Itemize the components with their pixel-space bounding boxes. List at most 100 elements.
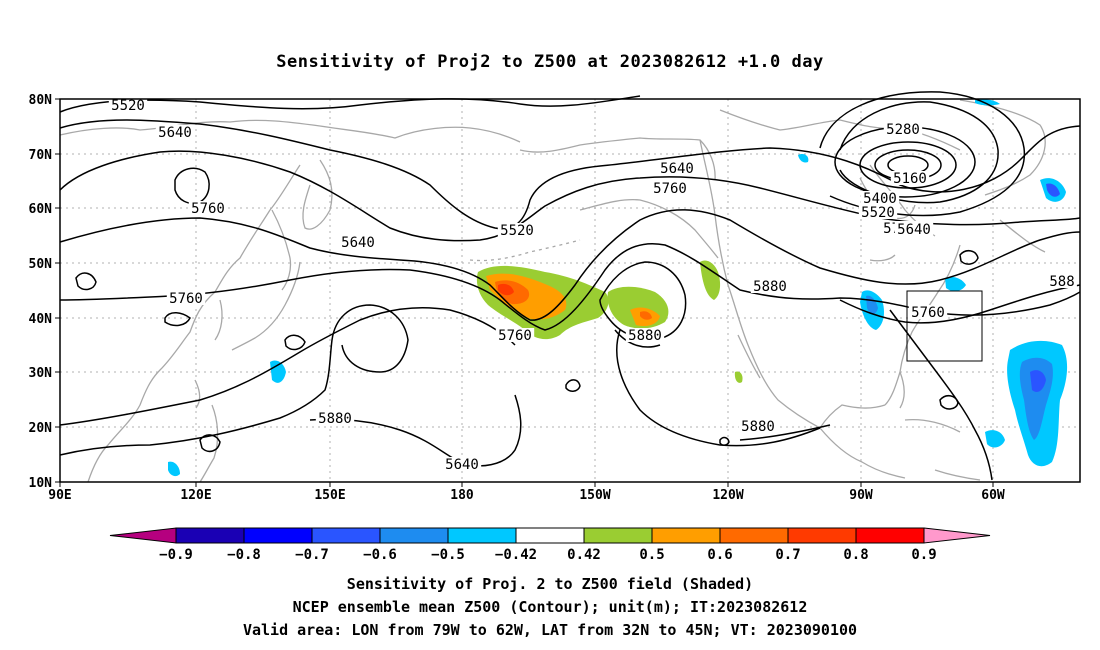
sensitivity-patch: [734, 371, 743, 383]
colorbar-extend-max: [923, 527, 991, 544]
lon-label: 180: [450, 488, 474, 503]
contour-label: 5520: [858, 205, 898, 221]
contour-label-bg: [188, 201, 228, 215]
colorbar-swatch: [311, 527, 381, 544]
axis-labels: 90E 120E 150E 180 150W 120W 90W 60W 80N 70N 60N 50N…: [29, 93, 1005, 503]
contour-label: 5160: [890, 171, 930, 187]
contour-label: 5880: [315, 411, 355, 427]
lon-label: 90W: [849, 488, 873, 503]
lon-label: 90E: [48, 488, 71, 503]
sensitivity-patch: [985, 430, 1005, 448]
colorbar-label: 0.9: [911, 547, 936, 563]
contour-label-text: 5400: [863, 191, 897, 207]
contour-label: 5520: [108, 98, 148, 114]
colorbar-swatch: [243, 527, 313, 544]
colorbar-swatch: [651, 527, 721, 544]
sensitivity-patch: [798, 153, 809, 163]
sensitivity-patch: [640, 311, 652, 320]
contour-label-bg: [890, 171, 930, 185]
contour-label-bg: [155, 125, 195, 139]
lat-label: 50N: [29, 257, 53, 272]
colorbar-label: 0.7: [775, 547, 800, 563]
contour-label: 5640: [155, 125, 195, 141]
contour-label-text: 5640: [897, 222, 931, 238]
contour-label-bg: [166, 291, 206, 305]
caption-line-2: NCEP ensemble mean Z500 (Contour); unit(…: [292, 598, 808, 616]
colorbar-label: −0.8: [227, 547, 261, 563]
contour-label-bg: [750, 279, 790, 293]
sensitivity-shading: [168, 99, 1068, 477]
lon-label: 120E: [180, 488, 211, 503]
contour-label: 5640: [338, 235, 378, 251]
lon-label: 60W: [981, 488, 1005, 503]
contour-label-bg: [108, 98, 148, 112]
contour-label-text: 5640: [341, 235, 375, 251]
contour-label: 5760: [650, 181, 690, 197]
contour-label-text: 5520: [500, 223, 534, 239]
contour-label-bg: [738, 419, 778, 433]
lat-label: 80N: [29, 93, 53, 108]
contour-label-bg: [495, 328, 535, 342]
contour-label: 588: [1047, 274, 1077, 290]
lon-label: 150E: [314, 488, 345, 503]
contour-label-text: 5520: [111, 98, 145, 114]
lon-label: 150W: [579, 488, 610, 503]
lat-label: 70N: [29, 148, 53, 163]
colorbar-swatch: [855, 527, 925, 544]
colorbar-swatch: [379, 527, 449, 544]
sensitivity-patch: [700, 260, 721, 300]
sensitivity-patch: [168, 461, 180, 477]
contour-label: 5880: [625, 328, 665, 344]
contour-label: 5640: [657, 161, 697, 177]
contour-label: 5880: [750, 279, 790, 295]
sensitivity-patch: [498, 283, 514, 296]
contour-label-bg: [860, 191, 900, 205]
valid-area-box: [906, 290, 983, 362]
colorbar-label: −0.42: [495, 547, 537, 563]
contour-label-text: 5880: [628, 328, 662, 344]
colorbar-label: −0.9: [159, 547, 193, 563]
colorbar-swatch: [175, 527, 245, 544]
contour-label-text: 588: [1049, 274, 1074, 290]
lat-label: 10N: [29, 476, 53, 491]
contour-label-text: 5640: [445, 457, 479, 473]
contour-label-text: 5760: [498, 328, 532, 344]
contour-label-bg: [858, 205, 898, 219]
contour-label-bg: [883, 122, 923, 136]
colorbar-label: 0.6: [707, 547, 732, 563]
contour-label-text: 5520: [861, 205, 895, 221]
contour-label-bg: [657, 161, 697, 175]
contour-label: 5760: [908, 305, 948, 321]
contour-label-bg: [625, 328, 665, 342]
contour-label-bg: [442, 457, 482, 471]
colorbar-label: 0.5: [639, 547, 664, 563]
colorbar-swatch: [583, 527, 653, 544]
caption-line-3: Valid area: LON from 79W to 62W, LAT fro…: [242, 621, 858, 639]
lat-label: 30N: [29, 366, 53, 381]
lon-label: 120W: [712, 488, 743, 503]
colorbar-swatch: [515, 527, 585, 544]
contour-label: 5760: [166, 291, 206, 307]
colorbar-label: 0.8: [843, 547, 868, 563]
contour-label-bg: [315, 411, 355, 425]
contour-label: 5880: [738, 419, 778, 435]
lat-label: 20N: [29, 421, 53, 436]
contour-label-bg: [908, 305, 948, 319]
caption-line-1: Sensitivity of Proj. 2 to Z500 field (Sh…: [346, 575, 754, 593]
sensitivity-patch: [270, 360, 286, 383]
contour-label-text: 5160: [893, 171, 927, 187]
colorbar-swatch: [447, 527, 517, 544]
contour-label-text: 5760: [911, 305, 945, 321]
contour-label-text: 5640: [158, 125, 192, 141]
colorbar-label: 0.42: [567, 547, 601, 563]
contour-label-text: 5880: [741, 419, 775, 435]
colorbar-swatch: [787, 527, 857, 544]
contour-label-text: 5880: [753, 279, 787, 295]
contour-label-bg: [894, 222, 934, 236]
figure-title: Sensitivity of Proj2 to Z500 at 20230826…: [276, 52, 824, 72]
sensitivity-patch: [1030, 370, 1046, 392]
lat-label: 40N: [29, 312, 53, 327]
contour-label-bg: [1047, 274, 1077, 288]
